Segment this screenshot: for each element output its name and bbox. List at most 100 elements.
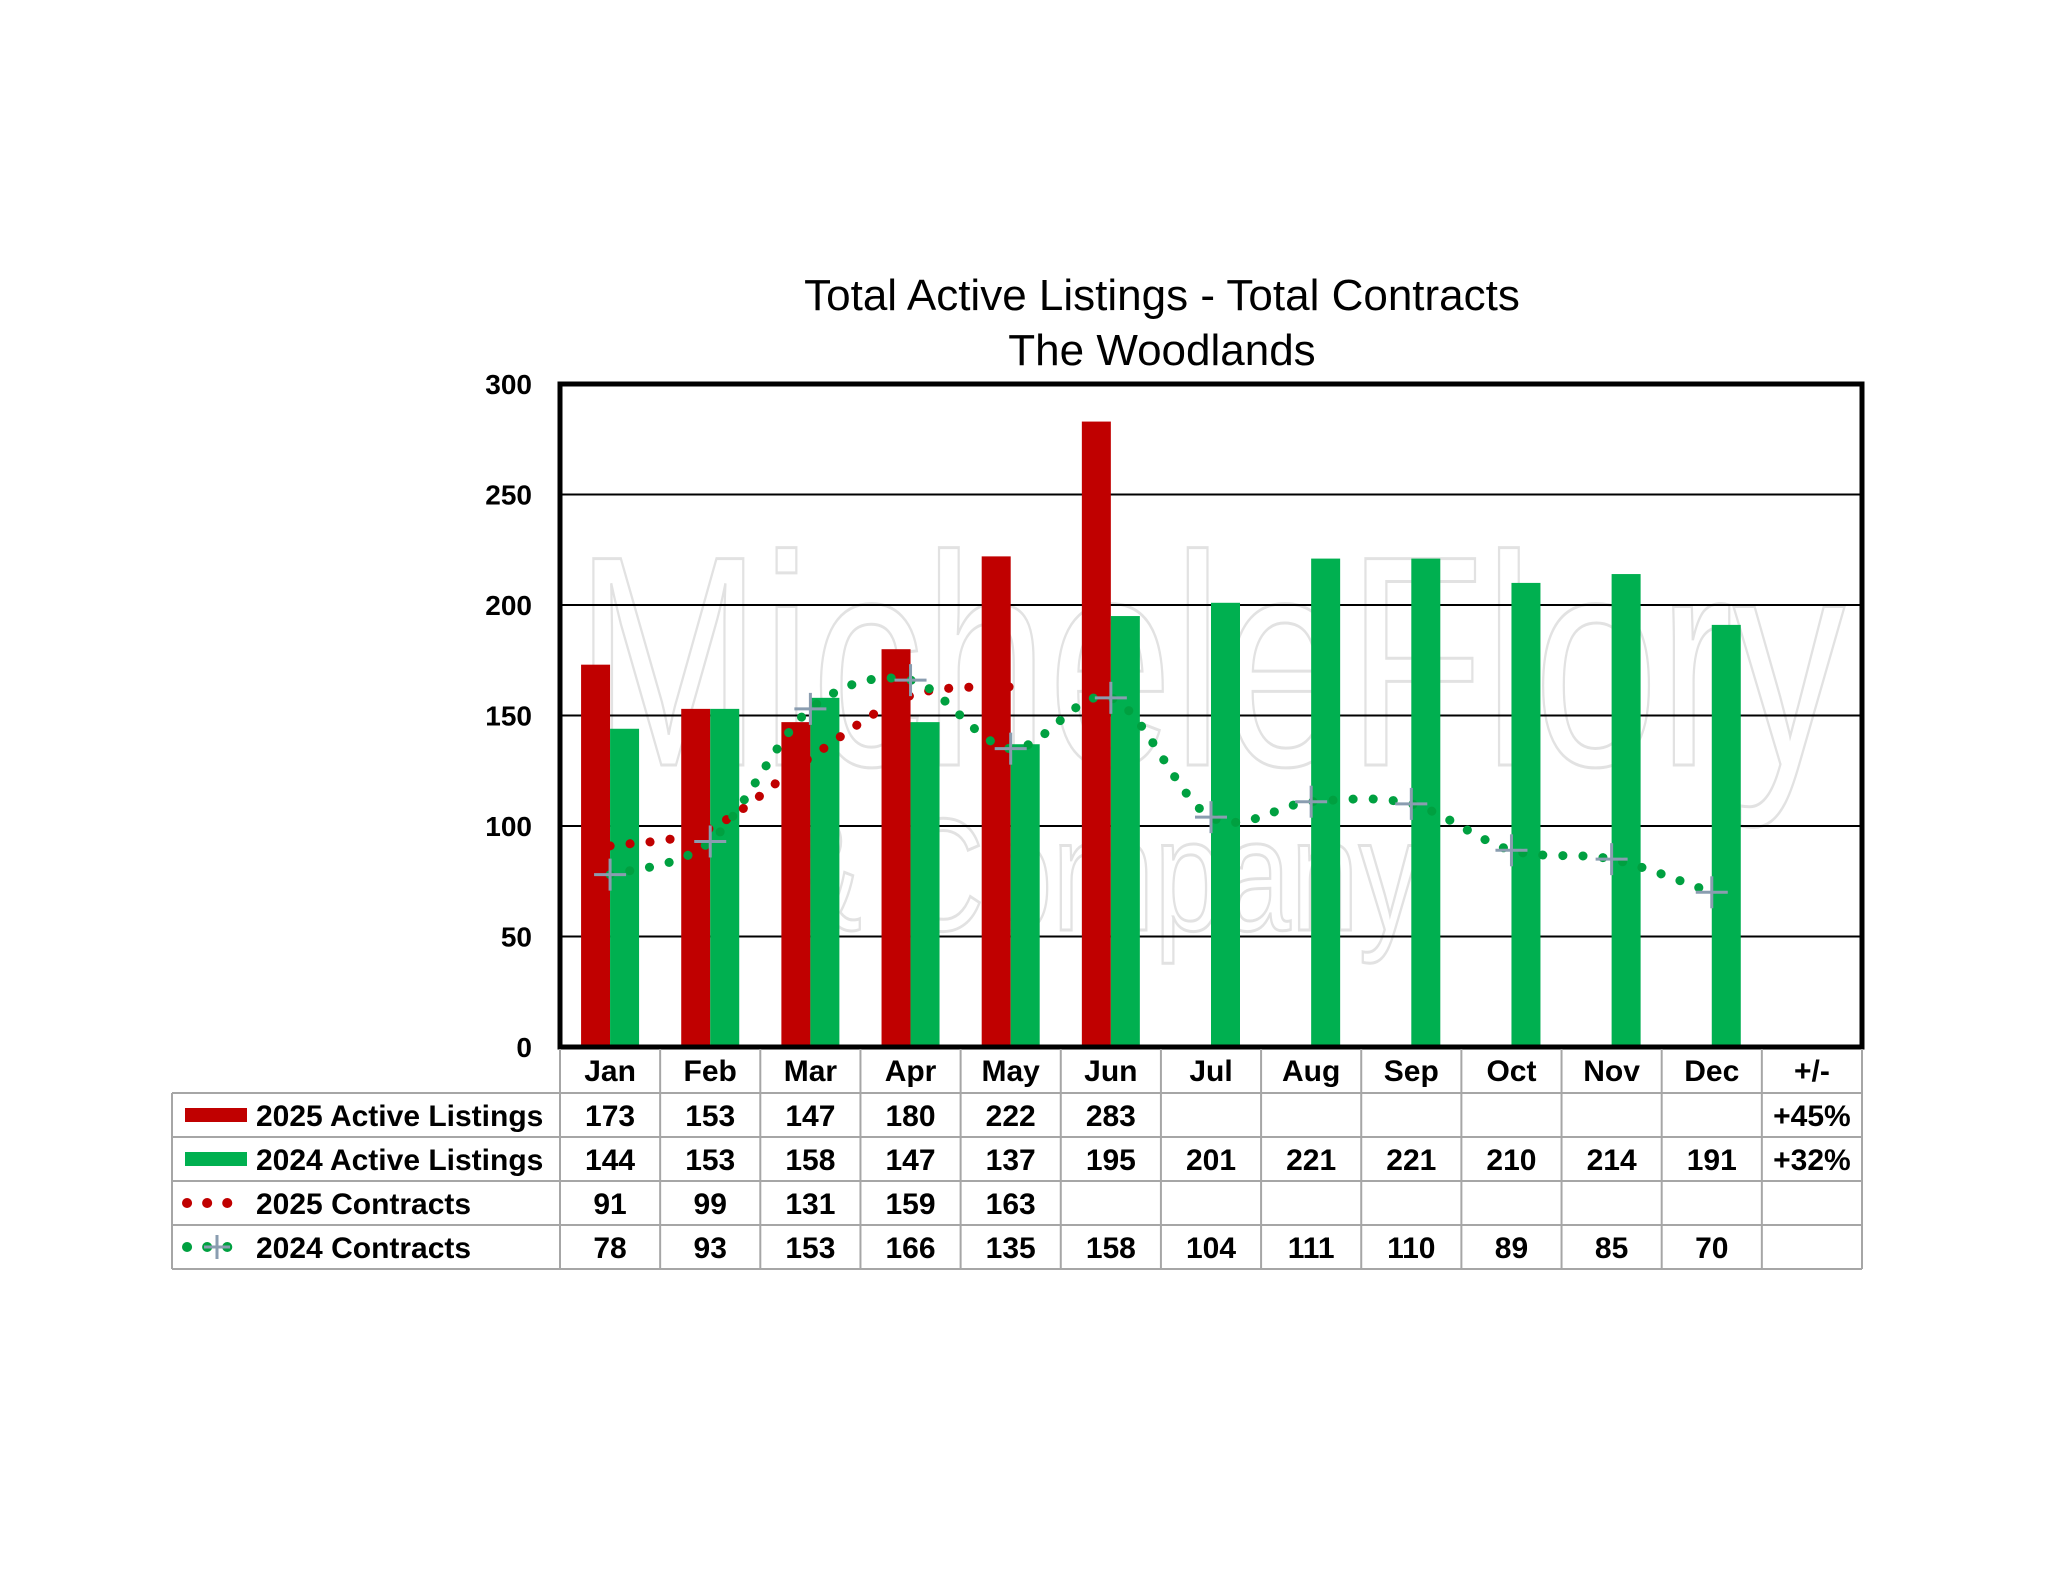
- y-tick-label: 200: [485, 590, 532, 621]
- bar: [1010, 744, 1040, 1047]
- y-tick-label: 100: [485, 811, 532, 842]
- table-cell: 111: [1288, 1232, 1335, 1265]
- plus-marker: [1495, 834, 1528, 867]
- plus-marker: [794, 692, 827, 725]
- contract-line: [605, 682, 1016, 851]
- bar: [781, 722, 811, 1047]
- plus-marker: [1195, 801, 1227, 834]
- plus-marker: [1295, 785, 1328, 818]
- table-cell: 137: [986, 1144, 1036, 1177]
- table-cell: 104: [1186, 1232, 1236, 1265]
- table-cell: 195: [1086, 1144, 1136, 1177]
- change-cell: +32%: [1773, 1144, 1851, 1177]
- y-tick-label: 50: [501, 922, 532, 953]
- change-cell: +45%: [1773, 1100, 1851, 1133]
- plus-marker: [894, 664, 927, 697]
- table-cell: 180: [886, 1100, 936, 1133]
- bar: [1110, 616, 1140, 1047]
- legend-key: [185, 1108, 247, 1122]
- table-cell: 159: [886, 1188, 936, 1221]
- table-cell: 144: [585, 1144, 635, 1177]
- table-cell: 201: [1186, 1144, 1236, 1177]
- table-cell: 191: [1687, 1144, 1737, 1177]
- y-axis: 0 50 100 150 200 250 300: [485, 369, 532, 1063]
- bar: [910, 722, 940, 1047]
- y-tick-label: 0: [516, 1032, 532, 1063]
- table-cell: 147: [785, 1100, 835, 1133]
- table-cell: 70: [1695, 1232, 1728, 1265]
- legend-key: [185, 1152, 247, 1166]
- table-cell: 89: [1495, 1232, 1528, 1265]
- x-tick-label: Dec: [1684, 1055, 1739, 1088]
- x-tick-label: Feb: [684, 1055, 737, 1088]
- bar: [881, 649, 911, 1047]
- x-tick-label: Oct: [1486, 1055, 1536, 1088]
- table-cell: 214: [1587, 1144, 1637, 1177]
- table-cell: 210: [1486, 1144, 1536, 1177]
- plus-marker: [594, 858, 627, 891]
- table-cell: 222: [986, 1100, 1036, 1133]
- watermark: MicheleFlory & Company: [574, 492, 1847, 966]
- table-cell: 93: [694, 1232, 727, 1265]
- table-cell: 147: [886, 1144, 936, 1177]
- legend-label: 2025 Active Listings: [256, 1100, 543, 1133]
- y-tick-label: 150: [485, 701, 532, 732]
- table-cell: 91: [593, 1188, 626, 1221]
- y-tick-label: 250: [485, 480, 532, 511]
- bar: [981, 556, 1011, 1047]
- table-cell: 99: [694, 1188, 727, 1221]
- plus-marker: [1094, 681, 1127, 714]
- data-table: Jan Feb Mar Apr May Jun Jul Aug Sep Oct Nov Dec +/- 2…: [171, 1049, 1863, 1270]
- table-cell: 221: [1286, 1144, 1336, 1177]
- bar: [810, 697, 840, 1047]
- bar: [610, 728, 640, 1047]
- plus-marker: [994, 732, 1027, 765]
- table-cell: 135: [986, 1232, 1036, 1265]
- table-cell: 85: [1595, 1232, 1628, 1265]
- bar: [1511, 582, 1541, 1047]
- watermark-line1: MicheleFlory: [575, 493, 1845, 831]
- y-tick-label: 300: [485, 369, 532, 400]
- plus-marker: [1695, 876, 1728, 909]
- x-tick-label: Nov: [1583, 1055, 1640, 1088]
- table-cell: 110: [1387, 1232, 1435, 1265]
- x-tick-label: Jan: [584, 1055, 636, 1088]
- table-cell: 153: [685, 1100, 735, 1133]
- bar: [581, 664, 611, 1047]
- table-cell: 131: [785, 1188, 835, 1221]
- table-cell: 283: [1086, 1100, 1136, 1133]
- legend-label: 2025 Contracts: [256, 1188, 471, 1221]
- plus-marker: [1595, 843, 1628, 876]
- chart-subtitle: The Woodlands: [1008, 326, 1315, 375]
- table-cell: 163: [986, 1188, 1036, 1221]
- contract-lines: [594, 664, 1728, 909]
- table-cell: 153: [685, 1144, 735, 1177]
- table-cell: 158: [1086, 1232, 1136, 1265]
- x-tick-label: +/-: [1794, 1055, 1830, 1088]
- chart-title: Total Active Listings - Total Contracts: [804, 271, 1520, 320]
- bar: [1711, 624, 1741, 1047]
- legend-key: [182, 1235, 252, 1259]
- x-tick-label: Aug: [1282, 1055, 1340, 1088]
- plot-frame: [557, 381, 1865, 1050]
- bar: [1611, 574, 1641, 1047]
- table-cell: 78: [593, 1232, 626, 1265]
- bars: [581, 421, 1741, 1047]
- bar: [1081, 421, 1111, 1047]
- table-cell: 153: [785, 1232, 835, 1265]
- plus-marker: [694, 825, 727, 858]
- table-cell: 221: [1386, 1144, 1436, 1177]
- x-tick-label: May: [982, 1055, 1041, 1088]
- table-cell: 158: [785, 1144, 835, 1177]
- x-tick-label: Sep: [1384, 1055, 1439, 1088]
- x-tick-label: Jul: [1189, 1055, 1232, 1088]
- contract-line: [605, 673, 1717, 897]
- legend-label: 2024 Active Listings: [256, 1144, 543, 1177]
- bar: [710, 708, 740, 1047]
- bar: [681, 708, 711, 1047]
- x-tick-label: Mar: [784, 1055, 838, 1088]
- x-tick-label: Apr: [885, 1055, 937, 1088]
- table-cell: 173: [585, 1100, 635, 1133]
- table-cell: 166: [886, 1232, 936, 1265]
